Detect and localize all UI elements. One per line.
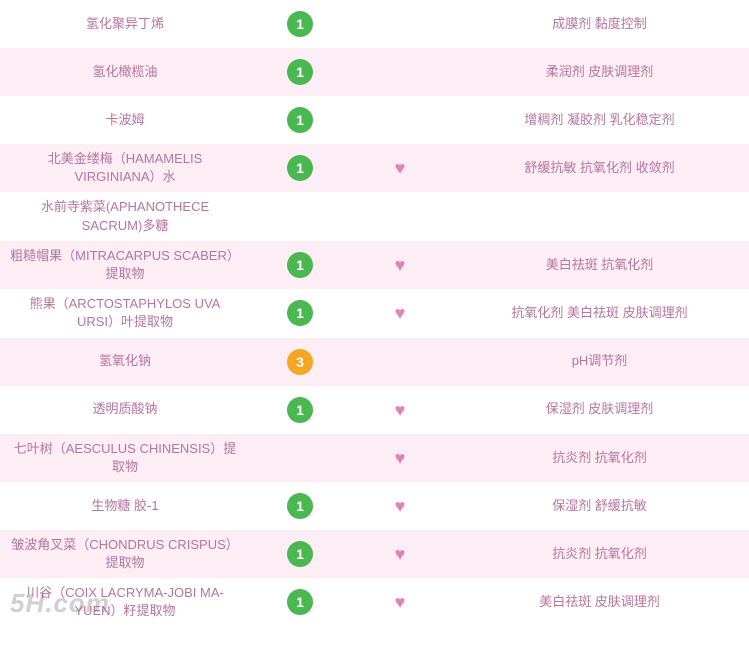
table-row: 生物糖 胶-1 1 ♥ 保湿剂 舒缓抗敏	[0, 482, 749, 530]
function-text: 美白祛斑 抗氧化剂	[450, 256, 749, 274]
table-row: 透明质酸钠 1 ♥ 保湿剂 皮肤调理剂	[0, 386, 749, 434]
table-row: 熊果（ARCTOSTAPHYLOS UVA URSI）叶提取物 1 ♥ 抗氧化剂 美白…	[0, 289, 749, 337]
table-row: 川谷（COIX LACRYMA-JOBI MA-YUEN）籽提取物 1 ♥ 美白祛斑 …	[0, 578, 749, 626]
safety-badge: 1	[287, 397, 313, 423]
function-text: 抗炎剂 抗氧化剂	[450, 545, 749, 563]
table-row: 北美金缕梅（HAMAMELIS VIRGINIANA）水 1 ♥ 舒缓抗敏 抗氧化剂 …	[0, 144, 749, 192]
ingredient-name: 川谷（COIX LACRYMA-JOBI MA-YUEN）籽提取物	[0, 584, 250, 620]
ingredient-name: 氢氧化钠	[0, 352, 250, 370]
safety-badge-cell: 1	[250, 493, 350, 519]
safety-badge: 1	[287, 59, 313, 85]
function-text: 抗氧化剂 美白祛斑 皮肤调理剂	[450, 304, 749, 322]
ingredient-name: 生物糖 胶-1	[0, 497, 250, 515]
table-row: 粗糙帽果（MITRACARPUS SCABER）提取物 1 ♥ 美白祛斑 抗氧化剂	[0, 241, 749, 289]
ingredient-name: 皱波角叉菜（CHONDRUS CRISPUS）提取物	[0, 536, 250, 572]
table-row: 皱波角叉菜（CHONDRUS CRISPUS）提取物 1 ♥ 抗炎剂 抗氧化剂	[0, 530, 749, 578]
function-text: 保湿剂 皮肤调理剂	[450, 400, 749, 418]
table-row: 七叶树（AESCULUS CHINENSIS）提取物 ♥ 抗炎剂 抗氧化剂	[0, 434, 749, 482]
safety-badge-cell: 1	[250, 397, 350, 423]
ingredients-table: 氢化聚异丁烯 1 成膜剂 黏度控制氢化橄榄油 1 柔润剂 皮肤调理剂卡波姆 1 增稠剂 凝胶…	[0, 0, 749, 627]
heart-icon: ♥	[395, 304, 406, 322]
heart-icon: ♥	[395, 159, 406, 177]
heart-icon: ♥	[395, 256, 406, 274]
heart-icon: ♥	[395, 593, 406, 611]
function-text: 柔润剂 皮肤调理剂	[450, 63, 749, 81]
heart-icon: ♥	[395, 545, 406, 563]
safety-badge-cell: 1	[250, 59, 350, 85]
safety-badge-cell: 3	[250, 349, 350, 375]
safety-badge-cell: 1	[250, 252, 350, 278]
function-text: 抗炎剂 抗氧化剂	[450, 449, 749, 467]
table-row: 氢化橄榄油 1 柔润剂 皮肤调理剂	[0, 48, 749, 96]
safety-badge-cell: 1	[250, 107, 350, 133]
heart-icon: ♥	[395, 497, 406, 515]
ingredient-name: 北美金缕梅（HAMAMELIS VIRGINIANA）水	[0, 150, 250, 186]
active-cell: ♥	[350, 545, 450, 563]
safety-badge: 1	[287, 541, 313, 567]
function-text: 舒缓抗敏 抗氧化剂 收敛剂	[450, 159, 749, 177]
function-text: 美白祛斑 皮肤调理剂	[450, 593, 749, 611]
safety-badge-cell: 1	[250, 155, 350, 181]
safety-badge: 3	[287, 349, 313, 375]
safety-badge: 1	[287, 155, 313, 181]
ingredient-name: 卡波姆	[0, 111, 250, 129]
active-cell: ♥	[350, 497, 450, 515]
safety-badge: 1	[287, 589, 313, 615]
safety-badge: 1	[287, 11, 313, 37]
ingredient-name: 氢化聚异丁烯	[0, 15, 250, 33]
heart-icon: ♥	[395, 449, 406, 467]
ingredient-name: 透明质酸钠	[0, 400, 250, 418]
table-row: 水前寺紫菜(APHANOTHECE SACRUM)多糖	[0, 192, 749, 240]
ingredient-name: 熊果（ARCTOSTAPHYLOS UVA URSI）叶提取物	[0, 295, 250, 331]
ingredient-name: 水前寺紫菜(APHANOTHECE SACRUM)多糖	[0, 198, 250, 234]
safety-badge: 1	[287, 252, 313, 278]
active-cell: ♥	[350, 304, 450, 322]
function-text: 成膜剂 黏度控制	[450, 15, 749, 33]
safety-badge-cell: 1	[250, 300, 350, 326]
safety-badge-cell: 1	[250, 541, 350, 567]
active-cell: ♥	[350, 593, 450, 611]
active-cell: ♥	[350, 401, 450, 419]
function-text: 增稠剂 凝胶剂 乳化稳定剂	[450, 111, 749, 129]
ingredient-name: 粗糙帽果（MITRACARPUS SCABER）提取物	[0, 247, 250, 283]
active-cell: ♥	[350, 159, 450, 177]
ingredient-name: 氢化橄榄油	[0, 63, 250, 81]
safety-badge: 1	[287, 107, 313, 133]
safety-badge: 1	[287, 300, 313, 326]
table-row: 卡波姆 1 增稠剂 凝胶剂 乳化稳定剂	[0, 96, 749, 144]
safety-badge: 1	[287, 493, 313, 519]
heart-icon: ♥	[395, 401, 406, 419]
table-row: 氢氧化钠 3 pH调节剂	[0, 338, 749, 386]
function-text: pH调节剂	[450, 352, 749, 370]
function-text: 保湿剂 舒缓抗敏	[450, 497, 749, 515]
ingredient-name: 七叶树（AESCULUS CHINENSIS）提取物	[0, 440, 250, 476]
safety-badge-cell: 1	[250, 11, 350, 37]
safety-badge-cell: 1	[250, 589, 350, 615]
table-row: 氢化聚异丁烯 1 成膜剂 黏度控制	[0, 0, 749, 48]
active-cell: ♥	[350, 449, 450, 467]
active-cell: ♥	[350, 256, 450, 274]
